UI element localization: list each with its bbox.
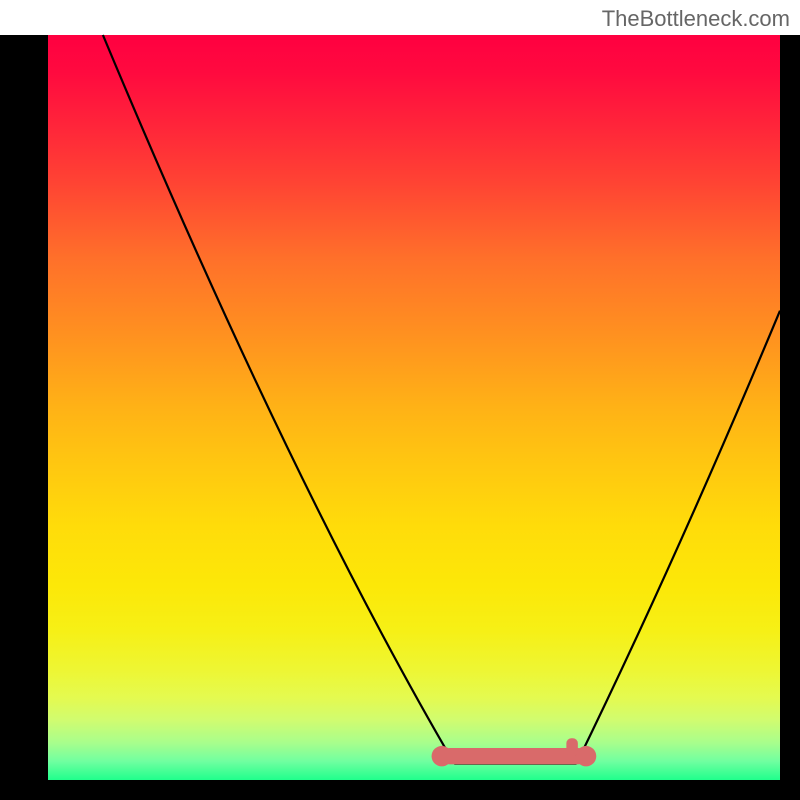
chart-container: TheBottleneck.com	[0, 0, 800, 800]
gradient-plot-area	[48, 35, 780, 780]
watermark-text: TheBottleneck.com	[602, 6, 790, 32]
